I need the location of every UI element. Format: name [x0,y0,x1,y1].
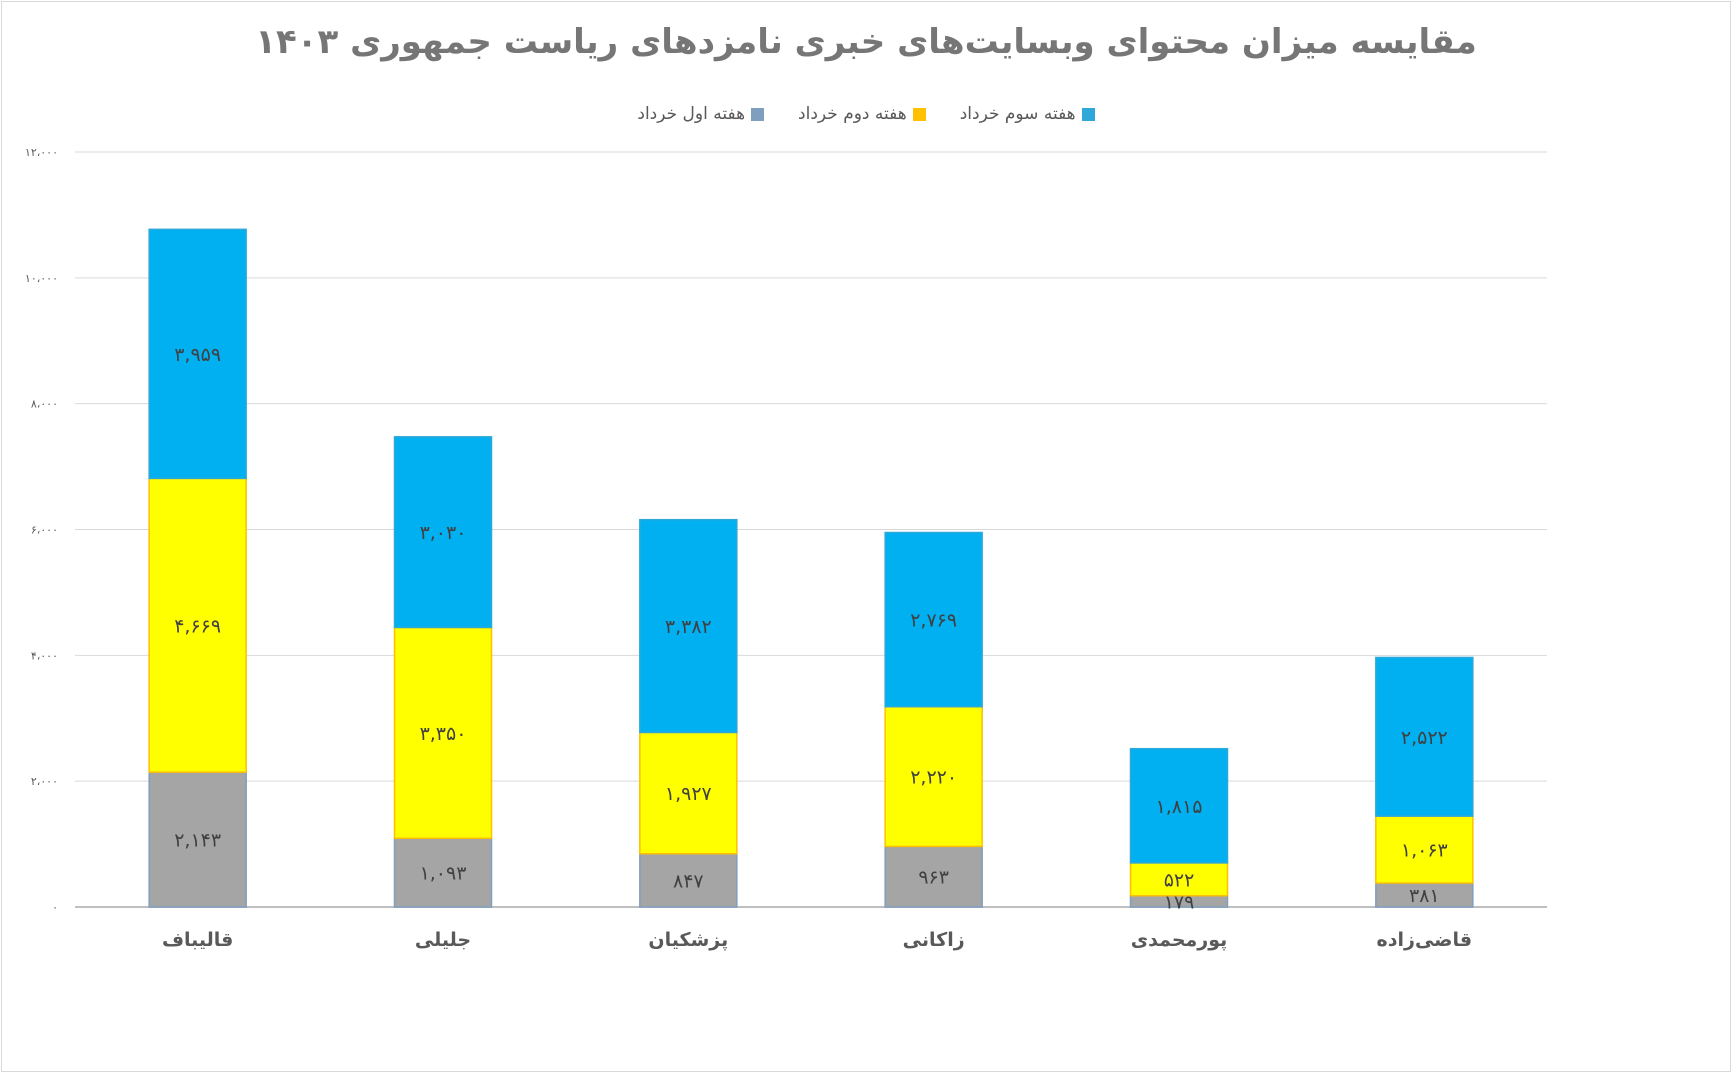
bar-segment [639,852,738,908]
data-label: ۲,۲۲۰ [910,767,957,789]
bar-segment [1129,747,1229,864]
legend: هفته سوم خرداد هفته دوم خرداد هفته اول خرد… [0,104,1732,124]
bar-segment [393,837,493,908]
data-label: ۳,۳۵۰ [420,723,467,745]
bar-segment [148,477,247,773]
x-tick-label: قالیباف [162,929,233,951]
legend-label: هفته دوم خرداد [798,104,907,124]
y-tick-label: ۱۰،۰۰۰ [25,272,58,285]
y-tick-label: ۴،۰۰۰ [31,649,58,662]
y-tick-label: ۰ [52,901,58,914]
data-label: ۳,۳۸۲ [665,616,712,638]
y-tick-label: ۱۲،۰۰۰ [25,146,58,159]
y-tick-label: ۲،۰۰۰ [31,775,58,788]
data-label: ۱,۸۱۵ [1156,796,1203,818]
data-label: ۳,۹۵۹ [174,344,221,366]
data-label: ۱,۰۶۳ [1401,840,1448,862]
legend-item: هفته سوم خرداد [960,104,1095,124]
x-tick-label: پزشکیان [648,929,728,951]
bar-segment [884,845,983,908]
bar-segment [1375,815,1474,884]
data-label: ۳,۰۳۰ [420,522,467,544]
legend-swatch [1081,107,1095,121]
bar-segment [639,518,738,734]
bar-segment [639,731,738,855]
y-tick-label: ۸،۰۰۰ [31,398,58,411]
x-tick-label: زاکانی [903,929,965,951]
legend-label: هفته سوم خرداد [959,104,1076,124]
data-label: ۲,۱۴۳ [174,830,221,852]
bar-segment [148,771,247,908]
data-label: ۲,۵۲۲ [1401,727,1448,749]
legend-label: هفته اول خرداد [637,104,746,124]
bar-segment [148,228,247,480]
data-label: ۳۸۱ [1409,885,1440,907]
data-label: ۲,۷۶۹ [910,610,957,632]
legend-item: هفته اول خرداد [637,104,765,124]
x-tick-label: جلیلی [415,929,471,951]
legend-item: هفته دوم خرداد [798,104,926,124]
data-label: ۸۴۷ [673,870,704,892]
legend-swatch [751,107,765,121]
data-label: ۵۲۲ [1164,869,1195,891]
data-label: ۴,۶۶۹ [174,615,221,637]
bar-segment [1375,656,1474,817]
data-label: ۹۶۳ [918,867,949,889]
bar-segment [393,436,493,629]
data-label: ۱,۰۹۳ [420,863,467,885]
chart-title: مقایسه میزان محتوای وبسایت‌های خبری نامز… [255,22,1477,62]
legend-swatch [912,107,926,121]
y-tick-label: ۶،۰۰۰ [31,524,58,537]
bar-segment [884,705,983,848]
bar-segment [884,531,983,708]
data-label: ۱۷۹ [1164,891,1195,913]
data-label: ۱,۹۲۷ [665,783,712,805]
bar-segment [393,626,493,839]
x-tick-label: قاضی‌زاده [1377,929,1473,951]
x-tick-label: پورمحمدی [1131,929,1228,951]
